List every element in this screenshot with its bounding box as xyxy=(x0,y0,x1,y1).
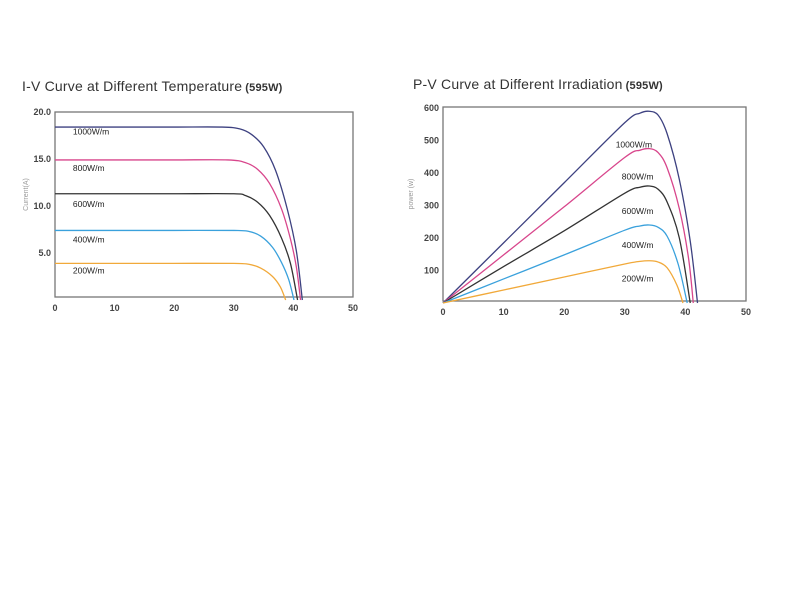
series-line-400wm xyxy=(442,224,688,304)
series-line-800wm xyxy=(442,147,694,304)
series-line-1000wm xyxy=(54,126,303,301)
y-axis-label: Current(A) xyxy=(23,178,30,211)
pv-title-text: P-V Curve at Different Irradiation xyxy=(413,76,623,92)
iv-title-suffix: (595W) xyxy=(245,82,283,94)
x-tick-label: 0 xyxy=(52,303,57,313)
x-tick-label: 30 xyxy=(620,307,630,317)
pv-chart-title: P-V Curve at Different Irradiation (595W) xyxy=(413,76,663,92)
x-tick-label: 20 xyxy=(169,303,179,313)
series-label: 600W/m xyxy=(622,206,654,216)
series-line-400wm xyxy=(55,229,295,301)
x-tick-label: 30 xyxy=(229,303,239,313)
iv-chart-title: I-V Curve at Different Temperature (595W) xyxy=(22,78,283,94)
y-tick-label: 5.0 xyxy=(38,248,51,258)
series-line-600wm xyxy=(55,192,299,301)
y-tick-label: 10.0 xyxy=(33,201,51,211)
series-label: 600W/m xyxy=(73,199,105,209)
y-axis-label: power (w) xyxy=(408,179,415,210)
series-label: 400W/m xyxy=(622,240,654,250)
series-label: 200W/m xyxy=(73,266,105,276)
y-tick-label: 400 xyxy=(424,168,439,178)
iv-chart: 0 10 20 30 40 50 5.0 10.0 15.0 20.0 Current(A) 1000… xyxy=(23,107,358,313)
series-line-200wm xyxy=(55,262,287,301)
x-tick-label: 40 xyxy=(288,303,298,313)
x-tick-label: 50 xyxy=(741,307,751,317)
x-tick-label: 10 xyxy=(499,307,509,317)
y-tick-label: 20.0 xyxy=(33,107,51,117)
plot-frame xyxy=(54,111,354,298)
x-tick-label: 0 xyxy=(440,307,445,317)
x-tick-label: 20 xyxy=(559,307,569,317)
x-tick-label: 50 xyxy=(348,303,358,313)
series-label: 400W/m xyxy=(73,235,105,245)
series-line-800wm xyxy=(54,159,302,301)
series-label: 800W/m xyxy=(622,172,654,182)
x-tick-label: 10 xyxy=(110,303,120,313)
plot-frame xyxy=(442,106,747,302)
series-label: 1000W/m xyxy=(616,140,652,150)
series-line-1000wm xyxy=(442,110,699,304)
pv-title-suffix: (595W) xyxy=(625,80,663,92)
series-line-200wm xyxy=(442,260,684,304)
y-tick-label: 15.0 xyxy=(33,154,51,164)
x-tick-label: 40 xyxy=(680,307,690,317)
y-tick-label: 200 xyxy=(424,233,439,243)
iv-title-text: I-V Curve at Different Temperature xyxy=(22,78,243,94)
y-tick-label: 600 xyxy=(424,103,439,113)
series-label: 1000W/m xyxy=(73,127,109,137)
y-tick-label: 500 xyxy=(424,136,439,146)
series-line-600wm xyxy=(442,185,691,304)
y-tick-label: 100 xyxy=(424,266,439,276)
series-label: 200W/m xyxy=(622,274,654,284)
pv-chart: 0 10 20 30 40 50 100 200 300 400 500 600 power (w) 10… xyxy=(408,103,751,317)
series-label: 800W/m xyxy=(73,163,105,173)
y-tick-label: 300 xyxy=(424,201,439,211)
